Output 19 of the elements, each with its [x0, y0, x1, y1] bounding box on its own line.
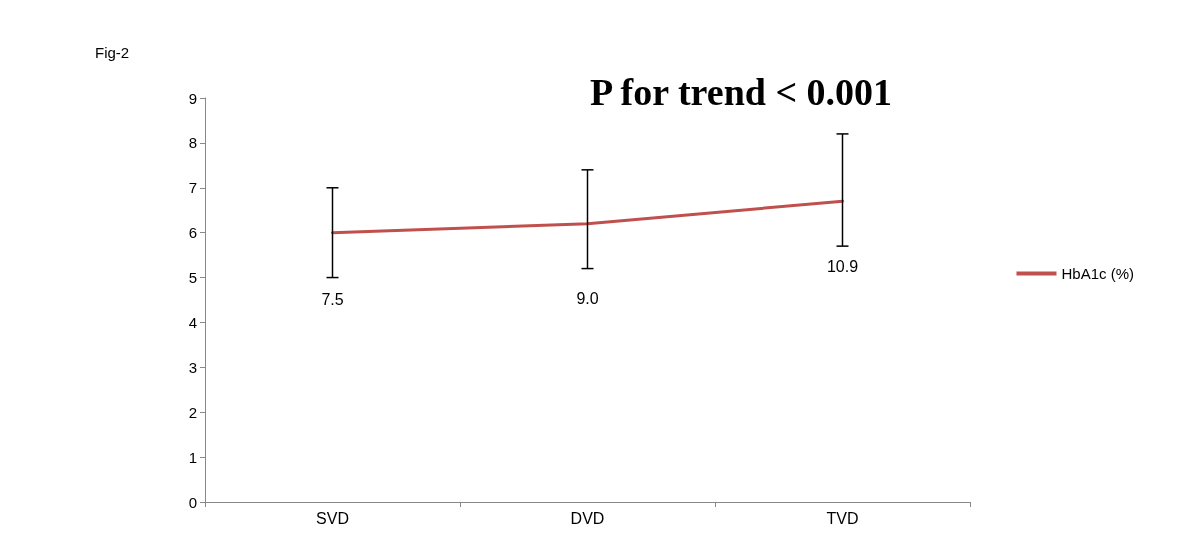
- y-tick-label: 6: [188, 224, 197, 242]
- annotation: 10.9: [826, 257, 859, 275]
- y-tick-label: 7: [188, 179, 197, 197]
- annotation: 9.0: [576, 290, 599, 308]
- y-tick-label: 0: [188, 493, 197, 511]
- y-tick-label: 5: [188, 269, 197, 287]
- y-tick-label: 1: [188, 448, 197, 466]
- chart-title: Fig-2: [95, 44, 130, 61]
- annotation: 7.5: [321, 291, 344, 309]
- x-tick-label: TVD: [826, 509, 859, 527]
- x-tick-label: DVD: [570, 509, 605, 527]
- legend-label: HbA1c (%): [1061, 265, 1135, 282]
- y-tick-label: 4: [188, 313, 197, 331]
- y-tick-label: 9: [188, 89, 197, 107]
- y-tick-label: 3: [188, 358, 197, 376]
- annotation: P for trend < 0.001: [590, 71, 893, 113]
- y-tick-label: 8: [188, 134, 197, 152]
- y-tick-label: 2: [188, 403, 197, 421]
- x-tick-label: SVD: [316, 509, 349, 527]
